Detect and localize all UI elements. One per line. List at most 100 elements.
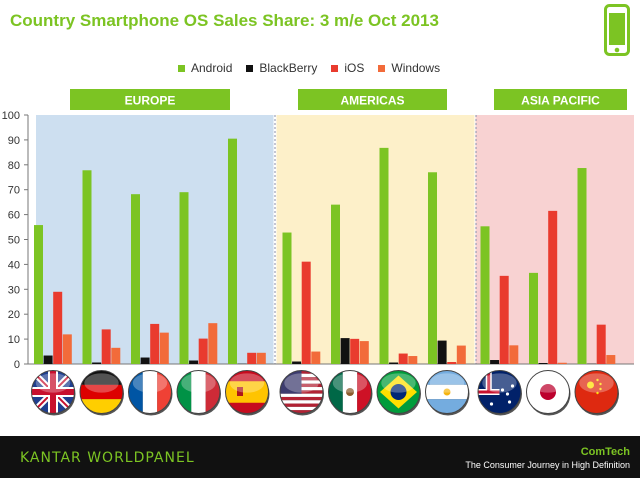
usa-flag bbox=[280, 370, 323, 414]
mexico-flag bbox=[328, 370, 372, 414]
bar-ios-china bbox=[596, 324, 606, 364]
legend-swatch bbox=[378, 64, 386, 72]
legend-item-ios: iOS bbox=[331, 61, 364, 75]
flag-border bbox=[376, 370, 421, 414]
bar-blackberry-japan bbox=[538, 363, 548, 364]
legend-label: Windows bbox=[391, 61, 441, 75]
flag-gloss bbox=[429, 373, 465, 393]
tagline: The Consumer Journey in High Definition bbox=[465, 460, 630, 470]
bar-android-argentina bbox=[428, 172, 437, 364]
bar-windows-brazil bbox=[408, 356, 418, 364]
china-flag bbox=[575, 370, 618, 414]
flag-border bbox=[225, 370, 269, 414]
spain-flag bbox=[225, 370, 269, 414]
flag-gloss bbox=[84, 373, 119, 393]
bar-android-italy bbox=[179, 192, 189, 364]
bar-android-france bbox=[131, 194, 140, 364]
flag-gloss bbox=[181, 373, 216, 393]
y-tick-label: 50 bbox=[8, 235, 20, 247]
bar-ios-germany bbox=[101, 329, 111, 364]
bar-ios-usa bbox=[301, 261, 311, 364]
bar-windows-australia bbox=[509, 345, 519, 364]
bar-android-mexico bbox=[331, 204, 340, 364]
bar-android-china bbox=[577, 168, 587, 364]
bar-ios-argentina bbox=[447, 362, 457, 364]
bar-windows-italy bbox=[208, 323, 218, 364]
legend-label: BlackBerry bbox=[259, 61, 318, 75]
bar-ios-australia bbox=[499, 275, 509, 364]
y-tick-label: 40 bbox=[8, 259, 20, 271]
flag-gloss bbox=[229, 373, 265, 393]
japan-flag bbox=[526, 370, 570, 414]
flag-gloss bbox=[35, 373, 71, 393]
region-header-label: AMERICAS bbox=[340, 94, 404, 108]
brazil-flag bbox=[377, 370, 420, 414]
australia-flag bbox=[478, 370, 521, 414]
legend-item-windows: Windows bbox=[378, 61, 440, 75]
bar-blackberry-uk bbox=[43, 355, 53, 364]
bar-ios-italy bbox=[198, 338, 208, 364]
flag-border bbox=[526, 370, 570, 414]
flag-gloss bbox=[284, 373, 319, 393]
bar-android-brazil bbox=[379, 147, 389, 364]
flag-border bbox=[477, 370, 522, 414]
bar-blackberry-germany bbox=[92, 362, 102, 364]
kantar-worldpanel-logo: KANTAR WORLDPANEL bbox=[20, 450, 195, 466]
bar-ios-brazil bbox=[398, 353, 408, 364]
bar-android-australia bbox=[480, 226, 490, 364]
y-tick-label: 70 bbox=[8, 185, 20, 197]
legend-label: iOS bbox=[344, 61, 365, 75]
flag-gloss bbox=[530, 373, 566, 393]
y-tick-label: 60 bbox=[8, 210, 20, 222]
france-flag bbox=[128, 370, 172, 414]
flag-border bbox=[79, 370, 124, 414]
legend-swatch bbox=[246, 64, 254, 72]
flag-border bbox=[574, 370, 619, 414]
bar-android-usa bbox=[282, 232, 292, 364]
germany-flag bbox=[80, 370, 123, 414]
bar-blackberry-usa bbox=[292, 361, 302, 364]
bar-android-germany bbox=[82, 170, 92, 364]
legend-label: Android bbox=[191, 61, 233, 75]
page-title: Country Smartphone OS Sales Share: 3 m/e… bbox=[10, 11, 439, 30]
flag-border bbox=[425, 370, 469, 414]
smartphone-icon bbox=[604, 4, 630, 56]
argentina-flag bbox=[425, 370, 469, 414]
bar-ios-france bbox=[150, 323, 160, 364]
y-tick-label: 90 bbox=[8, 135, 20, 147]
bar-windows-argentina bbox=[456, 345, 466, 364]
flag-gloss bbox=[132, 373, 168, 393]
bar-windows-germany bbox=[111, 347, 121, 364]
bar-ios-mexico bbox=[350, 338, 360, 364]
bar-windows-mexico bbox=[359, 341, 369, 364]
bar-blackberry-mexico bbox=[340, 338, 350, 364]
footer-bar: KANTAR WORLDPANEL ComTech The Consumer J… bbox=[0, 436, 640, 478]
region-header-label: EUROPE bbox=[125, 94, 176, 108]
y-tick-label: 100 bbox=[2, 110, 20, 122]
flag-gloss bbox=[381, 373, 416, 393]
bar-blackberry-france bbox=[140, 357, 150, 364]
flag-gloss bbox=[579, 373, 614, 393]
flag-gloss bbox=[332, 373, 368, 393]
flag-border bbox=[176, 370, 221, 414]
y-tick-label: 80 bbox=[8, 160, 20, 172]
legend-swatch bbox=[178, 64, 185, 72]
bar-windows-japan bbox=[557, 362, 567, 364]
y-tick-label: 10 bbox=[8, 334, 20, 346]
bar-ios-spain bbox=[247, 352, 257, 364]
flag-border bbox=[31, 370, 75, 414]
legend-item-blackberry: BlackBerry bbox=[246, 61, 317, 75]
bar-blackberry-argentina bbox=[437, 340, 447, 364]
flag-border bbox=[279, 370, 324, 414]
bar-blackberry-australia bbox=[490, 360, 500, 364]
bar-windows-france bbox=[159, 332, 169, 364]
bar-android-uk bbox=[34, 225, 43, 364]
bar-chart: EUROPE AMERICAS ASIA PACIFIC 0 10 20 30 40 50 60 7… bbox=[2, 89, 634, 416]
y-tick-label: 30 bbox=[8, 284, 20, 296]
bar-android-spain bbox=[228, 138, 237, 364]
y-tick-label: 20 bbox=[8, 309, 20, 321]
bar-android-japan bbox=[529, 272, 538, 364]
flag-border bbox=[128, 370, 172, 414]
region-header bbox=[298, 89, 447, 110]
flag-border bbox=[328, 370, 372, 414]
